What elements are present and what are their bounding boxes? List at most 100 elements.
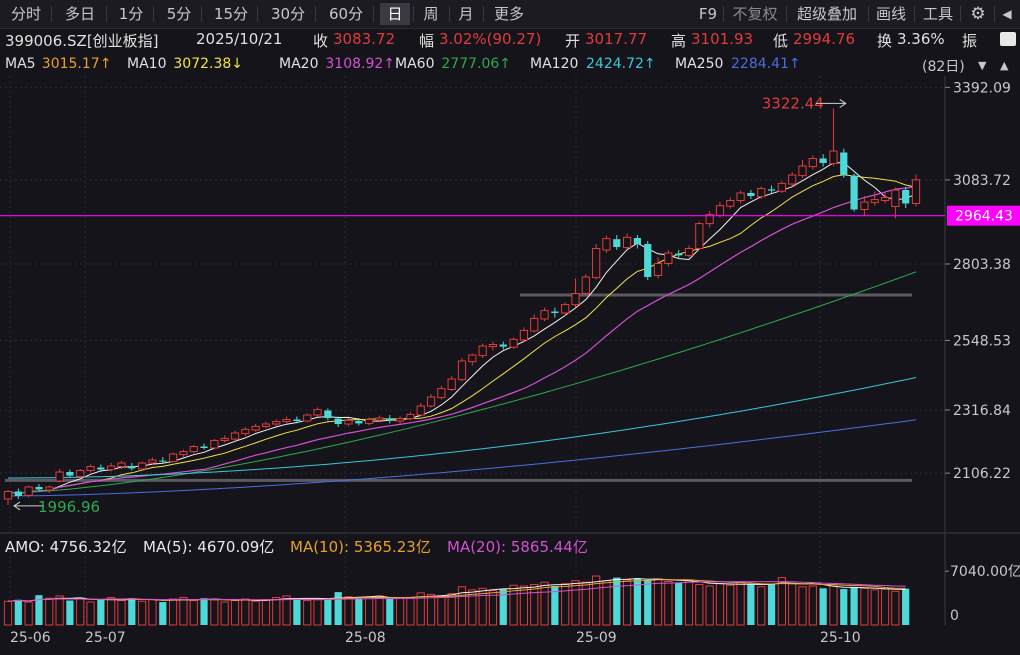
high-value: 3101.93 (691, 30, 754, 48)
tab-5[interactable]: 30分 (270, 5, 306, 23)
volume-bar-down (355, 598, 363, 625)
toolbar-right-3[interactable]: 画线 (875, 5, 906, 23)
ma-label-ma60: MA60 (395, 56, 435, 72)
logo-icon (1000, 32, 1016, 46)
candle-body-up (478, 345, 487, 357)
volume-bar-up (519, 585, 529, 626)
candle-body-up (272, 421, 281, 425)
candle-body-up (189, 446, 198, 453)
close-label: 收 (313, 32, 329, 50)
volume-bar-down (633, 578, 642, 625)
expand-icon[interactable]: ▲ (1000, 59, 1009, 72)
volume-bar-up (261, 599, 271, 626)
candle-body-up (76, 470, 85, 477)
ma-label-ma120: MA120 (530, 56, 579, 72)
volume-bar-up (251, 600, 260, 626)
volume-bar-down (644, 579, 652, 625)
volume-bar-up (788, 583, 797, 626)
candle-body-up (138, 462, 147, 470)
change-label: 幅 (419, 32, 435, 50)
toolbar-divider (786, 6, 787, 22)
candle-body-down (14, 491, 22, 496)
tab-6[interactable]: 60分 (328, 5, 364, 23)
toolbar-right-0[interactable]: F9 (698, 5, 718, 23)
volume-bar-down (902, 588, 910, 625)
candle-body-up (777, 182, 786, 192)
volume-bar-up (653, 578, 663, 626)
volume-bar-up (375, 595, 384, 626)
volume-tick-label: 7040.00亿 (950, 564, 1020, 580)
volume-bar-down (613, 577, 621, 625)
candle-body-up (561, 304, 570, 314)
y-tick-label: 2548.53 (953, 333, 1011, 349)
volume-bar-down (850, 587, 858, 625)
gear-icon[interactable]: ⚙ (970, 4, 986, 24)
candle-body-up (179, 451, 188, 456)
candle-body-up (210, 440, 219, 449)
toolbar-right-4[interactable]: 工具 (922, 5, 953, 23)
x-tick-label: 25-07 (85, 630, 126, 646)
volume-bar-up (736, 581, 745, 626)
volume-bar-up (488, 590, 498, 626)
volume-bar-up (695, 583, 704, 626)
candle-body-down (386, 418, 394, 421)
candle-body-up (602, 238, 611, 251)
volume-tick-label: 0 (950, 608, 959, 624)
candle-body-down (840, 152, 848, 175)
tab-9[interactable]: 月 (458, 5, 474, 23)
collapse-icon[interactable]: ◀ (1002, 7, 1012, 21)
volume-bar-up (76, 598, 85, 626)
candle-body-up (870, 199, 879, 204)
candle-body-up (406, 413, 415, 420)
candle-body-up (416, 405, 425, 416)
ma-legend-bar: MA5 3015.17↑ MA10 3072.38↓ MA20 3108.92↑ MA60 2… (0, 54, 1020, 76)
x-tick-label: 25-09 (576, 630, 617, 646)
volume-bar-up (344, 596, 353, 626)
candle-body-up (808, 158, 817, 168)
candle-body-up (592, 248, 601, 279)
volume-bar-up (530, 583, 539, 626)
tab-7[interactable]: 日 (380, 3, 410, 25)
tab-2[interactable]: 1分 (118, 5, 144, 23)
tab-1[interactable]: 多日 (64, 5, 95, 23)
period-toolbar: 分时 多日 1分 5分 15分 30分 60分日周 月 更多 F9 不复权 超级叠加 画线 工具 ⚙ ◀ (0, 0, 1020, 29)
tab-10[interactable]: 更多 (493, 5, 524, 23)
candle-body-up (860, 201, 869, 210)
volume-bar-up (684, 580, 694, 626)
volume-bar-up (715, 583, 725, 626)
kline-chart[interactable]: 3392.09 3083.72 2803.38 2548.53 2316.84 2106.… (0, 76, 1020, 655)
toolbar-right-2[interactable]: 超级叠加 (796, 5, 857, 23)
volume-bar-down (293, 598, 301, 625)
volume-bar-down (200, 598, 208, 625)
volume-bar-up (777, 577, 786, 626)
toolbar-right-1[interactable]: 不复权 (732, 5, 778, 23)
tab-3[interactable]: 5分 (166, 5, 192, 23)
candle-body-up (241, 428, 250, 435)
period-selector[interactable]: (82日) (922, 59, 965, 75)
volume-bar-up (468, 589, 477, 626)
volume-bar-up (561, 583, 570, 626)
toolbar-divider (315, 6, 316, 22)
candle-body-up (829, 150, 838, 165)
toolbar-divider (373, 6, 374, 22)
tab-0[interactable]: 分时 (10, 5, 41, 23)
high-annotation: 3322.44 (762, 94, 824, 112)
y-tick-label: 3083.72 (953, 173, 1011, 189)
volume-bar-up (870, 589, 879, 626)
tab-8[interactable]: 周 (423, 5, 439, 23)
open-value: 3017.77 (585, 30, 648, 48)
candle-body-up (788, 174, 797, 185)
candle-body-down (35, 487, 43, 490)
candle-body-up (540, 310, 549, 320)
candle-body-up (581, 276, 590, 294)
volume-bar-down (97, 599, 105, 625)
volume-bar-down (35, 595, 43, 625)
candle-body-up (344, 419, 353, 425)
dropdown-icon[interactable]: ▼ (978, 59, 987, 72)
current-price-tag (947, 205, 1020, 226)
tab-4[interactable]: 15分 (213, 5, 249, 23)
candle-body-down (902, 190, 910, 204)
volume-bar-up (220, 601, 229, 626)
volume-bar-up (168, 598, 178, 626)
turnover-value: 3.36% (897, 30, 945, 48)
